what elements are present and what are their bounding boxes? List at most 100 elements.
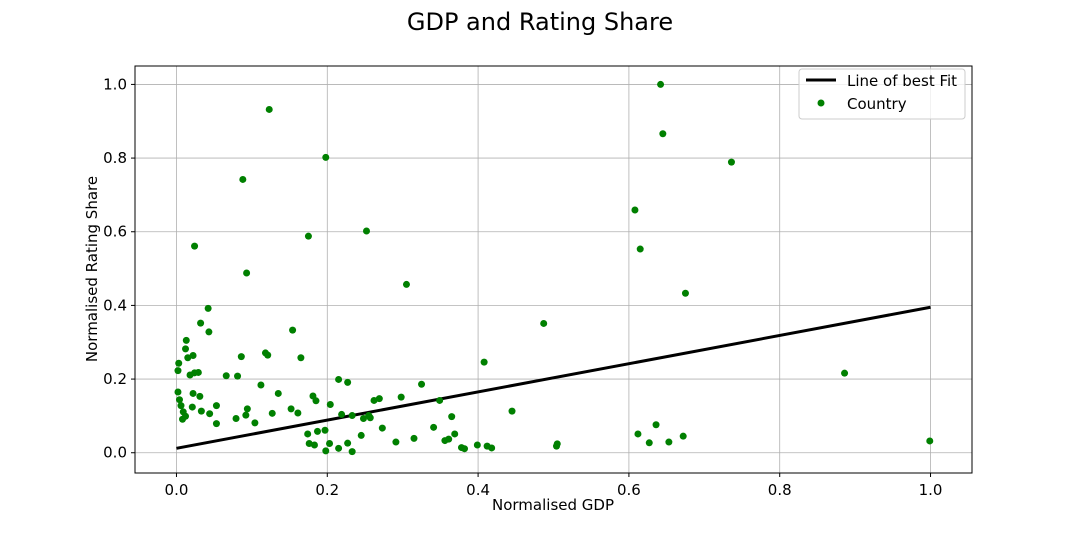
country-point: [645, 439, 653, 447]
country-point: [326, 400, 334, 408]
grid: [135, 66, 972, 473]
country-point: [370, 396, 378, 404]
country-point: [378, 424, 386, 432]
country-point: [197, 407, 205, 415]
country-point: [294, 409, 302, 417]
country-point: [175, 359, 183, 367]
country-point: [184, 354, 192, 362]
country-point: [321, 426, 329, 434]
country-point: [182, 345, 190, 353]
country-point: [344, 378, 352, 386]
country-point: [375, 395, 383, 403]
x-tick-label: 0.8: [768, 481, 792, 499]
country-point: [251, 419, 259, 427]
country-point: [657, 80, 665, 88]
country-point: [348, 412, 356, 420]
y-ticks: 0.0 0.2 0.4 0.6 0.8 1.0: [103, 75, 135, 462]
y-tick-label: 0.4: [103, 296, 127, 314]
legend-box: [798, 68, 966, 120]
country-point: [322, 447, 330, 455]
country-point: [197, 319, 205, 327]
country-point: [652, 421, 660, 429]
x-tick-label: 0.0: [165, 481, 189, 499]
plot-frame: [134, 65, 973, 474]
country-point: [222, 372, 230, 380]
country-point: [179, 415, 187, 423]
country-point: [679, 432, 687, 440]
country-point: [508, 407, 516, 415]
country-point: [287, 405, 295, 413]
country-point: [310, 441, 318, 449]
country-point: [448, 413, 456, 421]
country-point: [418, 380, 426, 388]
country-point: [458, 444, 466, 452]
country-point: [265, 105, 273, 113]
country-point: [257, 381, 265, 389]
country-point: [631, 206, 639, 214]
y-tick-label: 0.6: [103, 223, 127, 241]
country-point: [232, 414, 240, 422]
country-point: [188, 403, 196, 411]
country-point: [480, 358, 488, 366]
country-point: [212, 420, 220, 428]
country-point: [297, 354, 305, 362]
country-point: [410, 434, 418, 442]
country-point: [196, 392, 204, 400]
x-tick-label: 0.6: [617, 481, 641, 499]
country-point: [540, 319, 548, 327]
country-point: [659, 130, 667, 138]
country-point: [402, 280, 410, 288]
country-point: [366, 414, 374, 422]
country-point: [312, 397, 320, 405]
country-point: [234, 372, 242, 380]
country-point: [841, 369, 849, 377]
country-point: [212, 402, 220, 410]
legend-label-country: Country: [847, 95, 907, 113]
country-point: [177, 402, 185, 410]
country-point: [189, 389, 197, 397]
country-point: [397, 393, 405, 401]
x-tick-label: 0.2: [315, 481, 339, 499]
country-point: [451, 430, 459, 438]
x-axis-label: Normalised GDP: [492, 496, 614, 514]
country-point: [264, 351, 272, 359]
country-point: [175, 396, 183, 404]
country-point: [174, 367, 182, 375]
country-point: [304, 232, 312, 240]
country-point: [335, 375, 343, 383]
country-point: [357, 431, 365, 439]
country-point: [268, 409, 276, 417]
country-point: [189, 352, 197, 360]
country-point: [274, 389, 282, 397]
country-point: [243, 269, 251, 277]
country-point: [289, 326, 297, 334]
legend: Line of best Fit Country: [798, 68, 966, 120]
country-point: [348, 448, 356, 456]
country-point: [488, 444, 496, 452]
y-tick-label: 0.2: [103, 370, 127, 388]
x-tick-label: 0.4: [466, 481, 490, 499]
country-point: [191, 242, 199, 250]
country-point: [313, 427, 321, 435]
country-point: [182, 336, 190, 344]
country-point: [636, 245, 644, 253]
country-point: [174, 388, 182, 396]
country-point: [204, 304, 212, 312]
y-axis-label: Normalised Rating Share: [83, 176, 101, 362]
country-point: [473, 441, 481, 449]
country-point: [362, 227, 370, 235]
fit-line-layer: [176, 305, 931, 450]
country-point: [445, 435, 453, 443]
country-point: [727, 158, 735, 166]
x-ticks: 0.0 0.2 0.4 0.6 0.8 1.0: [165, 473, 943, 499]
points-layer: [174, 80, 934, 456]
country-point: [359, 414, 367, 422]
x-tick-label: 1.0: [919, 481, 943, 499]
country-point: [191, 369, 199, 377]
country-point: [634, 430, 642, 438]
chart-title: GDP and Rating Share: [407, 8, 673, 36]
y-tick-label: 0.8: [103, 149, 127, 167]
country-point: [206, 410, 214, 418]
y-tick-label: 0.0: [103, 444, 127, 462]
